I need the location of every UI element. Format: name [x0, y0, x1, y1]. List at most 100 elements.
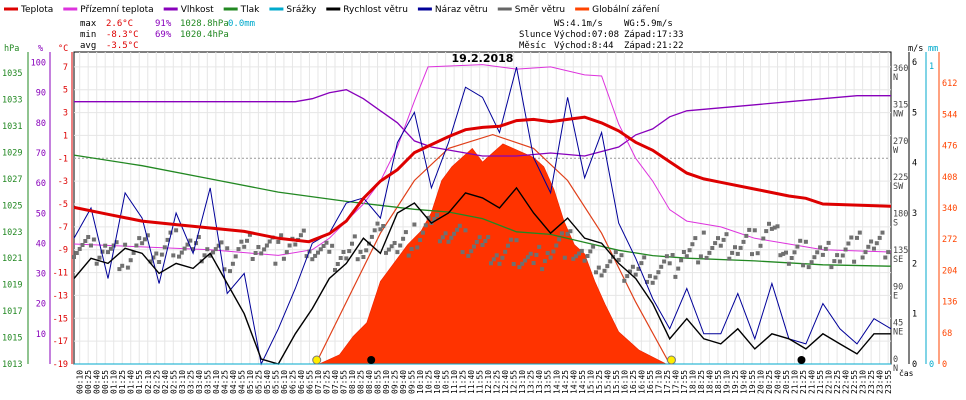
temperature-tick: -3 [58, 177, 68, 187]
x-tick-label: 19:40 [739, 370, 748, 394]
wind-direction-point [151, 255, 156, 260]
wind-direction-point [321, 244, 326, 248]
x-tick-label: 18:10 [688, 370, 697, 394]
wind-direction-point [230, 261, 235, 266]
x-tick-label: 05:55 [271, 370, 280, 394]
wind-direction-point [134, 243, 139, 248]
wind-direction-point [789, 256, 794, 260]
wind-direction-point [491, 257, 496, 262]
x-tick-label: 15:10 [586, 370, 595, 394]
direction-tick: 90 [893, 282, 903, 292]
wind-direction-point [548, 255, 553, 260]
wind-direction-point [829, 265, 834, 270]
direction-tick: 315 [893, 100, 908, 110]
x-tick-label: 21:55 [816, 370, 825, 394]
wind-direction-point [463, 228, 468, 233]
x-tick-label: 19:25 [731, 370, 740, 394]
wind-direction-point [602, 268, 607, 273]
wind-direction-point [401, 236, 406, 241]
wind-direction-point [667, 261, 672, 266]
radiation-tick: 204 [942, 266, 957, 276]
x-tick-label: 10:55 [442, 370, 451, 394]
wind-direction-point [262, 247, 267, 252]
wind-direction-point [869, 239, 874, 244]
wind-direction-point [369, 234, 374, 239]
temperature-tick: -15 [53, 314, 68, 324]
pressure-tick: 1033 [2, 96, 22, 106]
temperature-tick: -7 [58, 223, 68, 233]
humidity-axis-label: % [38, 44, 43, 54]
x-tick-label: 23:10 [859, 370, 868, 394]
stats-min-press: 1020.4hPa [180, 30, 229, 40]
humidity-tick: 20 [36, 300, 46, 310]
wind-tick: 4 [912, 159, 917, 169]
wind-direction-point [786, 261, 791, 266]
wind-direction-point [738, 245, 743, 250]
x-tick-label: 11:10 [450, 370, 459, 394]
wind-direction-point [245, 238, 249, 243]
wind-direction-point [236, 247, 241, 252]
temperature-tick: -17 [53, 337, 68, 347]
temperature-tick: 1 [63, 131, 68, 141]
rain-axis-label: mm [928, 44, 938, 54]
wind-direction-point [710, 246, 715, 250]
stats-max-temp: 2.6°C [106, 19, 133, 29]
wind-direction-point [347, 249, 352, 254]
stats-avg-label: avg [80, 41, 96, 51]
sun-marker-icon [312, 355, 322, 365]
x-tick-label: 03:25 [186, 370, 195, 394]
radiation-tick: 136 [942, 298, 957, 308]
x-tick-label: 09:55 [408, 370, 417, 394]
wind-direction-point [196, 235, 201, 239]
wind-direction-point [412, 222, 417, 227]
wind-direction-point [94, 261, 99, 266]
wind-direction-point [741, 239, 746, 244]
x-tick-label: 17:25 [663, 370, 672, 394]
wind-direction-point [506, 243, 510, 248]
wind-direction-point [517, 265, 522, 270]
pressure-tick: 1025 [2, 201, 22, 211]
wind-direction-point [574, 254, 579, 259]
wind-direction-point [792, 250, 797, 255]
wind-direction-point [83, 239, 88, 243]
wind-direction-point [653, 275, 658, 280]
wind-direction-point [540, 267, 545, 272]
wind-direction-point [142, 237, 147, 242]
left-axes: hPa% °C1013101510171019102110231025102710… [2, 44, 73, 370]
x-tick-label: 23:25 [867, 370, 876, 394]
wind-gust-line [73, 66, 892, 366]
direction-tick: 225 [893, 173, 908, 183]
wind-direction-point [846, 241, 851, 246]
wind-direction-point [664, 254, 669, 259]
wind-direction-point [880, 230, 885, 235]
pressure-tick: 1017 [2, 307, 22, 317]
wind-direction-point [616, 257, 621, 262]
x-tick-label: 00:25 [84, 370, 93, 394]
wind-direction-point [588, 249, 593, 254]
wind-direction-point [310, 257, 315, 262]
wind-direction-point [108, 246, 113, 251]
rain-tick: 1 [929, 62, 934, 72]
wind-direction-points [72, 213, 891, 285]
sunset-value: Západ:17:33 [624, 30, 684, 40]
wind-direction-point [531, 261, 536, 265]
pressure-tick: 1019 [2, 281, 22, 291]
wind-direction-point [301, 228, 306, 233]
wind-direction-point [650, 280, 655, 285]
direction-tick: 270 [893, 137, 908, 147]
legend-label: Srážky [286, 5, 317, 15]
wind-direction-point [239, 239, 244, 244]
direction-tick: 360 [893, 64, 908, 74]
legend-label: Teplota [20, 5, 53, 15]
wind-direction-point [818, 245, 823, 250]
wind-direction-point [778, 253, 783, 258]
direction-letter: S [893, 219, 898, 229]
wind-direction-point [77, 247, 82, 251]
x-tick-label: 05:25 [254, 370, 263, 394]
wind-direction-point [806, 265, 811, 270]
wind-direction-point [114, 240, 119, 245]
radiation-tick: 476 [942, 142, 957, 152]
temperature-tick: -19 [53, 360, 68, 370]
wind-direction-point [750, 252, 754, 257]
